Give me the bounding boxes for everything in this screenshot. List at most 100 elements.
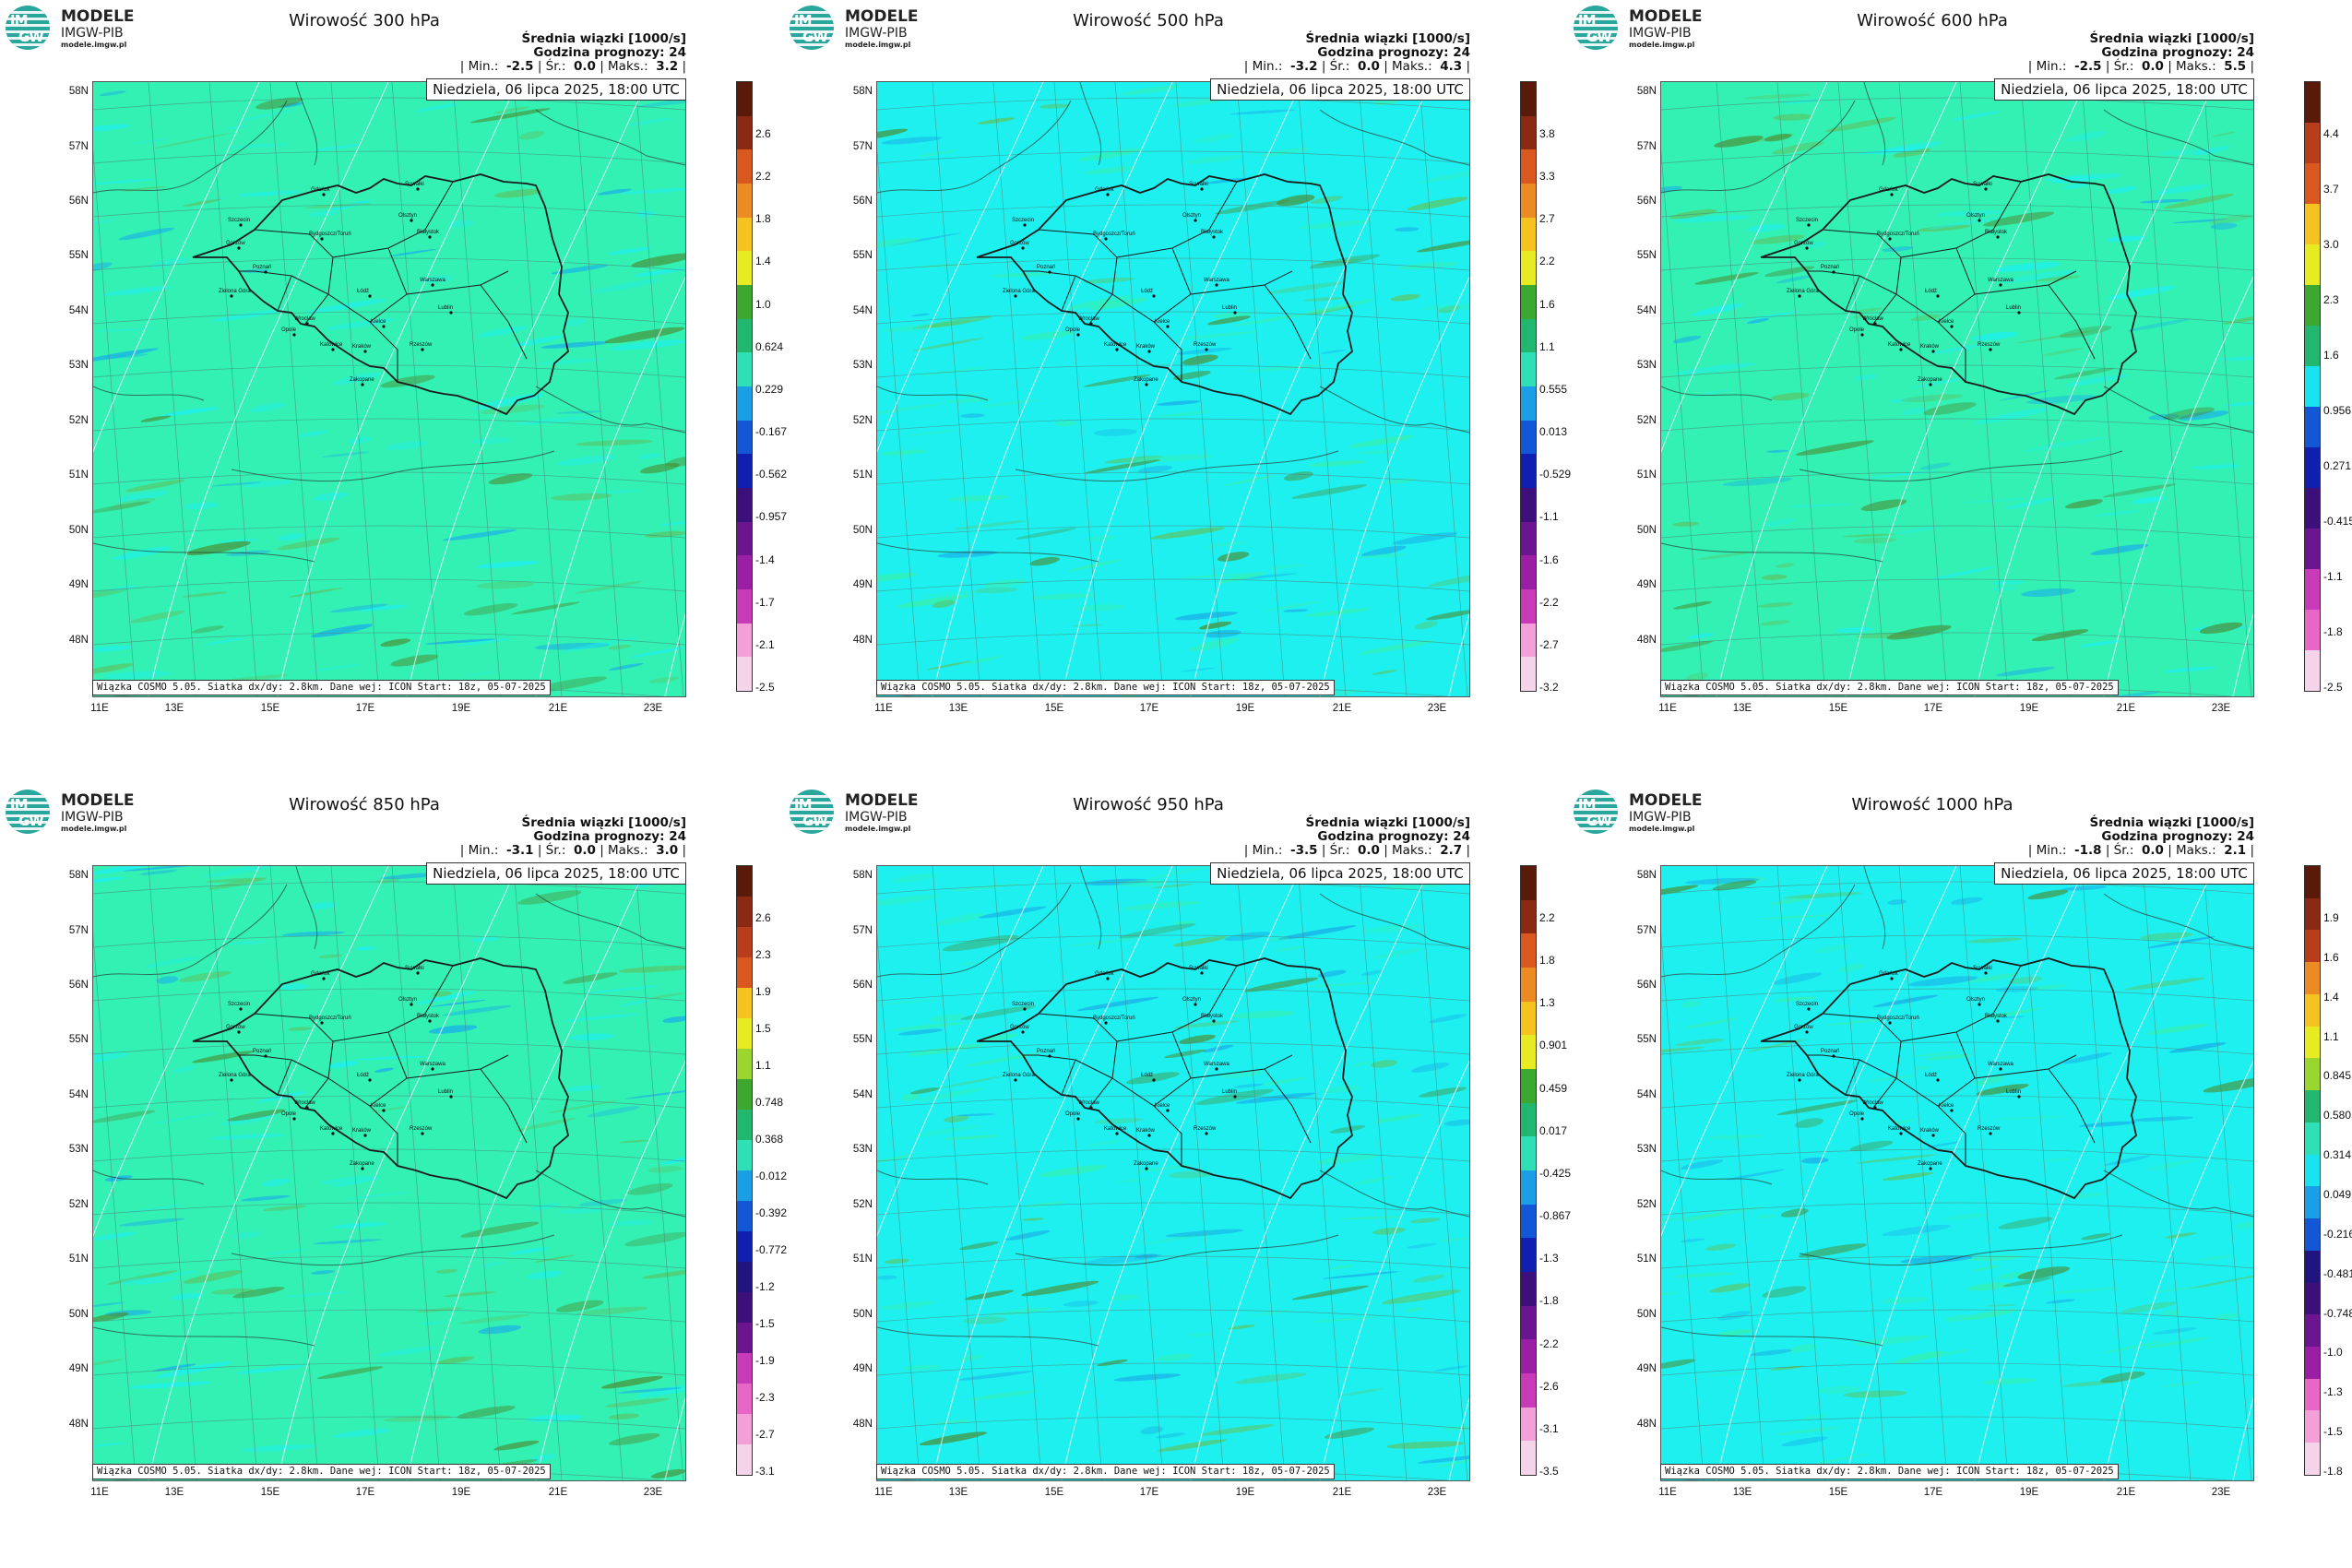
city-marker: Zielona Góra xyxy=(1787,1073,1819,1082)
city-marker: Opole xyxy=(281,327,297,337)
colorbar-label: -0.012 xyxy=(755,1170,788,1182)
lat-tick-label: 54N xyxy=(1636,305,1657,316)
svg-text:Suwałki: Suwałki xyxy=(1189,182,1208,187)
svg-text:Olsztyn: Olsztyn xyxy=(1966,997,1985,1003)
colorbar xyxy=(1520,865,1537,1476)
city-marker: Katowice xyxy=(320,342,343,351)
city-marker: Suwałki xyxy=(1973,966,1992,975)
colorbar-label: -1.8 xyxy=(2323,625,2343,638)
colorbar-segment xyxy=(2305,1154,2320,1187)
city-marker: Kielce xyxy=(1939,319,1954,328)
lon-tick-label: 21E xyxy=(1332,1487,1352,1498)
colorbar xyxy=(2304,865,2321,1476)
city-marker: Zielona Góra xyxy=(1003,1073,1035,1082)
city-marker: Rzeszów xyxy=(1978,1126,2001,1135)
imgw-logo: IM GW MODELE IMGW-PIB modele.imgw.pl xyxy=(790,6,928,52)
colorbar-label: 2.6 xyxy=(755,911,771,924)
colorbar-label: 0.013 xyxy=(1539,425,1568,439)
colorbar-segment xyxy=(737,149,752,184)
colorbar-segment xyxy=(737,318,752,353)
svg-text:Rzeszów: Rzeszów xyxy=(410,342,433,348)
city-marker: Katowice xyxy=(320,1126,343,1135)
lon-tick-label: 13E xyxy=(1732,1487,1752,1498)
logo-line-1: MODELE xyxy=(61,7,135,26)
lat-tick-label: 56N xyxy=(1636,980,1657,991)
svg-text:Kraków: Kraków xyxy=(1920,344,1940,350)
colorbar-segment xyxy=(737,1262,752,1292)
stats-line: | Min.: -2.5 | Śr.: 0.0 | Maks.: 5.5 | xyxy=(2027,59,2254,74)
lon-tick-label: 15E xyxy=(260,1487,280,1498)
colorbar-label: 1.1 xyxy=(1539,339,1555,353)
colorbar-segment xyxy=(1521,386,1536,421)
city-marker: Białystok xyxy=(1201,1014,1224,1023)
svg-text:Zielona Góra: Zielona Góra xyxy=(1787,1073,1819,1078)
panel-subtitle: Średnia wiązki [1000/s] xyxy=(521,815,687,830)
lon-tick-label: 15E xyxy=(260,703,280,714)
colorbar-segment xyxy=(737,1292,752,1323)
city-marker: Zielona Góra xyxy=(1787,289,1819,298)
city-marker: Kielce xyxy=(1155,319,1170,328)
forecast-hour: Godzina prognozy: 24 xyxy=(2101,829,2254,844)
city-marker: Katowice xyxy=(1888,1126,1911,1135)
city-marker: Szczecin xyxy=(1796,1002,1818,1011)
logo-line-2: IMGW-PIB xyxy=(61,810,124,825)
lat-tick-label: 51N xyxy=(68,1253,89,1265)
colorbar-label: -2.1 xyxy=(755,637,775,651)
svg-text:Bydgoszcz/Toruń: Bydgoszcz/Toruń xyxy=(309,232,351,237)
city-marker: Gorzów xyxy=(1010,241,1029,250)
colorbar-segment xyxy=(737,897,752,927)
lon-tick-label: 19E xyxy=(2019,703,2039,714)
city-marker: Gdańsk xyxy=(1879,187,1899,196)
svg-text:Opole: Opole xyxy=(1849,1111,1865,1117)
imgw-logo: IM GW MODELE IMGW-PIB modele.imgw.pl xyxy=(1574,790,1712,836)
colorbar-segment xyxy=(737,623,752,658)
city-marker: Białystok xyxy=(1985,1014,2008,1023)
lon-tick-label: 11E xyxy=(90,703,109,714)
city-marker: Lublin xyxy=(438,1089,453,1099)
valid-date: Niedziela, 06 lipca 2025, 18:00 UTC xyxy=(1210,78,1470,101)
lat-tick-label: 52N xyxy=(852,415,873,426)
colorbar-label: -2.2 xyxy=(1539,1336,1559,1350)
city-marker: Bydgoszcz/Toruń xyxy=(309,1016,351,1025)
colorbar-segment xyxy=(1521,521,1536,556)
city-marker: Lublin xyxy=(1222,305,1237,315)
vorticity-map: Gdańsk Suwałki Olsztyn Szczecin Bydgoszcz/To… xyxy=(1661,82,2253,696)
colorbar-segment xyxy=(1521,555,1536,589)
colorbar-segment xyxy=(737,988,752,1018)
svg-text:Lublin: Lublin xyxy=(2006,1089,2021,1095)
lon-tick-label: 11E xyxy=(1658,703,1677,714)
lat-tick-label: 55N xyxy=(852,1034,873,1045)
stats-line: | Min.: -2.5 | Śr.: 0.0 | Maks.: 3.2 | xyxy=(459,59,686,74)
colorbar-segment xyxy=(737,487,752,522)
colorbar-label: -2.2 xyxy=(1539,595,1559,609)
lat-tick-label: 48N xyxy=(852,635,873,646)
colorbar-segment xyxy=(737,82,752,116)
svg-text:Poznań: Poznań xyxy=(1037,1049,1055,1054)
lon-tick-label: 17E xyxy=(1923,1487,1943,1498)
svg-text:Rzeszów: Rzeszów xyxy=(1194,1126,1217,1132)
svg-text:Szczecin: Szczecin xyxy=(228,218,250,223)
lon-tick-label: 13E xyxy=(948,1487,968,1498)
logo-url: modele.imgw.pl xyxy=(1629,825,1695,833)
colorbar-label: 3.0 xyxy=(2323,238,2339,251)
svg-text:Kielce: Kielce xyxy=(1939,319,1954,325)
vorticity-map: Gdańsk Suwałki Olsztyn Szczecin Bydgoszcz/To… xyxy=(93,866,685,1480)
colorbar-segment xyxy=(2305,1026,2320,1059)
imgw-badge-icon: IM GW xyxy=(6,790,50,834)
panel-subtitle: Średnia wiązki [1000/s] xyxy=(2089,815,2255,830)
svg-text:Zielona Góra: Zielona Góra xyxy=(1003,289,1035,294)
colorbar-segment xyxy=(2305,366,2320,407)
colorbar-label: 3.3 xyxy=(1539,170,1555,184)
lat-tick-label: 53N xyxy=(852,1144,873,1155)
city-marker: Szczecin xyxy=(228,218,250,227)
colorbar-label: 0.459 xyxy=(1539,1081,1568,1095)
city-marker: Gorzów xyxy=(226,1025,245,1034)
colorbar-label: -1.0 xyxy=(2323,1346,2343,1360)
city-marker: Łódź xyxy=(357,1073,372,1082)
colorbar-segment xyxy=(737,866,752,897)
colorbar xyxy=(736,81,753,692)
svg-text:Kielce: Kielce xyxy=(371,319,386,325)
logo-url: modele.imgw.pl xyxy=(845,825,911,833)
colorbar-label: -0.957 xyxy=(755,510,788,524)
colorbar-segment xyxy=(2305,123,2320,163)
